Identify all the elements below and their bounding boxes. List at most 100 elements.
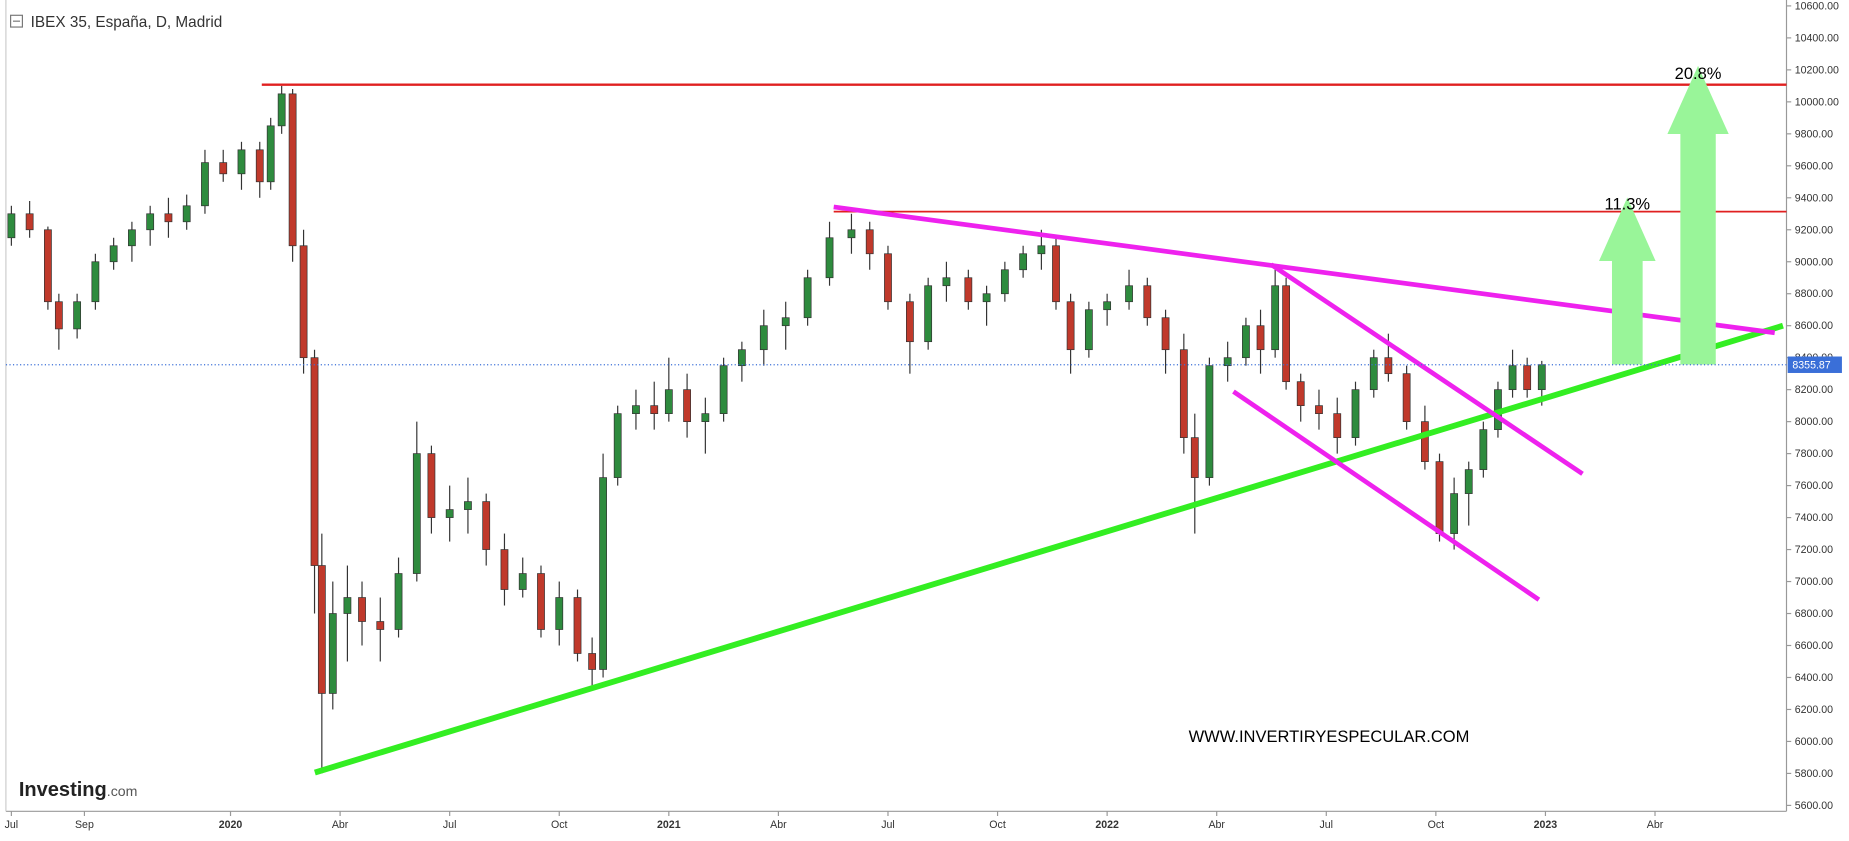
candle-body xyxy=(555,597,564,630)
candle-body xyxy=(1369,357,1378,391)
annotation: 11.3% xyxy=(1605,195,1651,213)
candle-body xyxy=(1205,365,1214,478)
candle-body xyxy=(164,213,173,223)
y-tick-label: 10400.00 xyxy=(1795,32,1839,44)
candle-body xyxy=(982,293,991,303)
candle-body xyxy=(1000,269,1009,295)
candle-body xyxy=(650,405,659,415)
candle-body xyxy=(44,229,52,303)
candle-body xyxy=(1066,301,1075,351)
candle-body xyxy=(1143,285,1152,319)
y-tick-label: 9200.00 xyxy=(1795,224,1833,236)
candle-body xyxy=(1019,253,1028,271)
trendline xyxy=(1232,389,1541,602)
y-tick-label: 8000.00 xyxy=(1795,416,1833,428)
candle-body xyxy=(266,125,275,183)
candle-body xyxy=(1271,285,1280,351)
y-tick-label: 8800.00 xyxy=(1795,288,1833,300)
x-tick-label: Oct xyxy=(1428,819,1445,831)
y-tick-label: 8200.00 xyxy=(1795,384,1833,396)
candle-body xyxy=(182,205,191,223)
candle-body xyxy=(500,549,509,590)
x-tick-label: Sep xyxy=(75,819,94,831)
x-tick-label: Abr xyxy=(332,819,349,831)
last-price-label: 8355.87 xyxy=(1792,359,1830,371)
candle-body xyxy=(255,149,264,183)
candle-body xyxy=(1037,245,1046,255)
x-tick-label: Jul xyxy=(881,819,895,831)
candle-body xyxy=(1537,364,1546,391)
candle-body xyxy=(299,245,308,359)
y-tick-label: 6000.00 xyxy=(1795,736,1833,748)
y-tick-label: 6800.00 xyxy=(1795,608,1833,620)
x-tick-label: Abr xyxy=(1208,819,1225,831)
candle-body xyxy=(1508,365,1517,391)
watermark: WWW.INVERTIRYESPECULAR.COM xyxy=(1189,728,1470,746)
collapse-icon[interactable] xyxy=(10,14,23,28)
candle-body xyxy=(1421,421,1429,462)
candle-body xyxy=(1223,357,1232,367)
candle-body xyxy=(964,277,973,303)
target-arrow xyxy=(1599,197,1656,365)
x-tick-label: Abr xyxy=(1647,819,1664,831)
candle-body xyxy=(1296,381,1305,407)
x-tick-label: Jul xyxy=(1320,819,1334,831)
candle-body xyxy=(317,565,326,694)
candle-body xyxy=(1351,389,1360,438)
y-tick-label: 5800.00 xyxy=(1795,768,1833,780)
candle-body xyxy=(599,477,607,670)
chart-title: IBEX 35, España, D, Madrid xyxy=(31,14,223,31)
candle-body xyxy=(201,162,209,207)
trendline xyxy=(1269,262,1584,476)
candle-body xyxy=(518,573,527,590)
candle-body xyxy=(924,285,933,343)
y-tick-label: 8600.00 xyxy=(1795,320,1833,332)
x-tick-label: Jul xyxy=(443,819,457,831)
x-tick-label: Abr xyxy=(770,819,787,831)
candle-body xyxy=(277,93,286,127)
candle-body xyxy=(288,93,297,247)
y-tick-label: 7000.00 xyxy=(1795,576,1833,588)
y-tick-label: 9400.00 xyxy=(1795,192,1833,204)
candle-body xyxy=(219,162,228,175)
x-tick-label: 2021 xyxy=(657,819,681,831)
candle-body xyxy=(73,301,82,330)
brand-suffix: .com xyxy=(107,783,138,799)
y-tick-label: 10000.00 xyxy=(1795,96,1839,108)
candle-body xyxy=(613,413,622,478)
candle-body xyxy=(1125,285,1133,303)
x-tick-label: 2020 xyxy=(219,819,243,831)
candle-body xyxy=(719,365,728,415)
x-tick-label: Oct xyxy=(989,819,1006,831)
candle-body xyxy=(482,501,491,550)
y-tick-label: 10200.00 xyxy=(1795,64,1839,76)
candle-body xyxy=(1402,373,1411,422)
y-tick-label: 7400.00 xyxy=(1795,512,1833,524)
candle-body xyxy=(737,349,746,367)
y-tick-label: 9000.00 xyxy=(1795,256,1833,268)
candle-body xyxy=(91,261,100,303)
candle-body xyxy=(1435,461,1444,534)
candle-body xyxy=(310,357,319,566)
candle-body xyxy=(1161,317,1170,351)
candle-body xyxy=(343,597,352,614)
candle-body xyxy=(683,389,691,422)
y-tick-label: 5600.00 xyxy=(1795,800,1833,812)
x-tick-label: Oct xyxy=(551,819,568,831)
candle-body xyxy=(464,501,472,510)
candle-body xyxy=(394,573,403,630)
target-arrow xyxy=(1667,65,1729,365)
candle-body xyxy=(1103,301,1112,311)
candle-body xyxy=(1315,405,1323,415)
candle-body xyxy=(1384,357,1393,375)
candle-body xyxy=(537,573,545,630)
candle-body xyxy=(1523,365,1532,391)
brand: Investing.com xyxy=(19,779,138,801)
support-trendline xyxy=(313,322,1784,776)
last-price-box xyxy=(1787,356,1842,373)
candle-body xyxy=(1282,285,1290,383)
candle-body xyxy=(376,621,385,630)
candle-body xyxy=(781,317,790,327)
y-tick-label: 7600.00 xyxy=(1795,480,1833,492)
